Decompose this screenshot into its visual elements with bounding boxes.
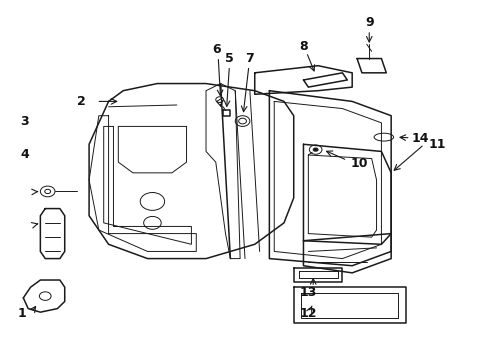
Text: 11: 11 — [429, 138, 446, 151]
Text: 5: 5 — [225, 52, 234, 65]
Text: 8: 8 — [299, 40, 308, 53]
Text: 10: 10 — [351, 157, 368, 170]
Text: 13: 13 — [300, 286, 317, 299]
Text: 9: 9 — [365, 16, 373, 29]
Text: 2: 2 — [77, 95, 86, 108]
Text: 14: 14 — [412, 132, 429, 145]
Text: 6: 6 — [213, 43, 221, 56]
Circle shape — [313, 148, 318, 152]
Text: 4: 4 — [21, 148, 29, 162]
Text: 3: 3 — [21, 114, 29, 127]
Text: 7: 7 — [245, 52, 254, 65]
Text: 1: 1 — [18, 307, 26, 320]
Text: 12: 12 — [299, 307, 317, 320]
